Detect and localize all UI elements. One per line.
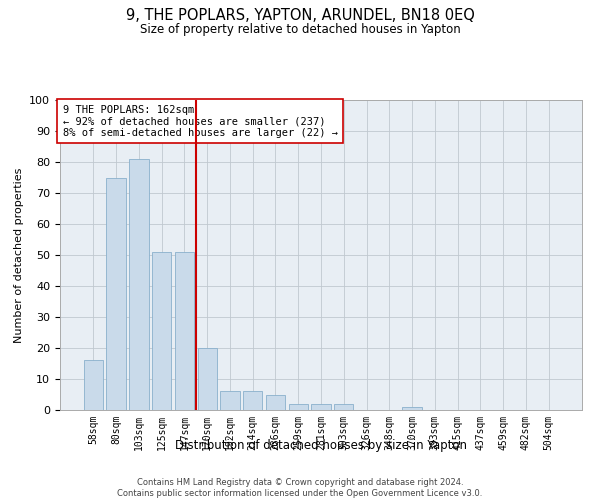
Text: Distribution of detached houses by size in Yapton: Distribution of detached houses by size … <box>175 440 467 452</box>
Bar <box>84 360 103 410</box>
Bar <box>220 392 239 410</box>
Bar <box>106 178 126 410</box>
Text: Size of property relative to detached houses in Yapton: Size of property relative to detached ho… <box>140 22 460 36</box>
Text: Contains HM Land Registry data © Crown copyright and database right 2024.
Contai: Contains HM Land Registry data © Crown c… <box>118 478 482 498</box>
Y-axis label: Number of detached properties: Number of detached properties <box>14 168 24 342</box>
Bar <box>311 404 331 410</box>
Bar <box>243 392 262 410</box>
Bar <box>197 348 217 410</box>
Bar <box>175 252 194 410</box>
Bar <box>152 252 172 410</box>
Bar <box>334 404 353 410</box>
Text: 9 THE POPLARS: 162sqm
← 92% of detached houses are smaller (237)
8% of semi-deta: 9 THE POPLARS: 162sqm ← 92% of detached … <box>62 104 338 138</box>
Bar <box>403 407 422 410</box>
Bar <box>289 404 308 410</box>
Bar <box>129 159 149 410</box>
Bar <box>266 394 285 410</box>
Text: 9, THE POPLARS, YAPTON, ARUNDEL, BN18 0EQ: 9, THE POPLARS, YAPTON, ARUNDEL, BN18 0E… <box>125 8 475 22</box>
